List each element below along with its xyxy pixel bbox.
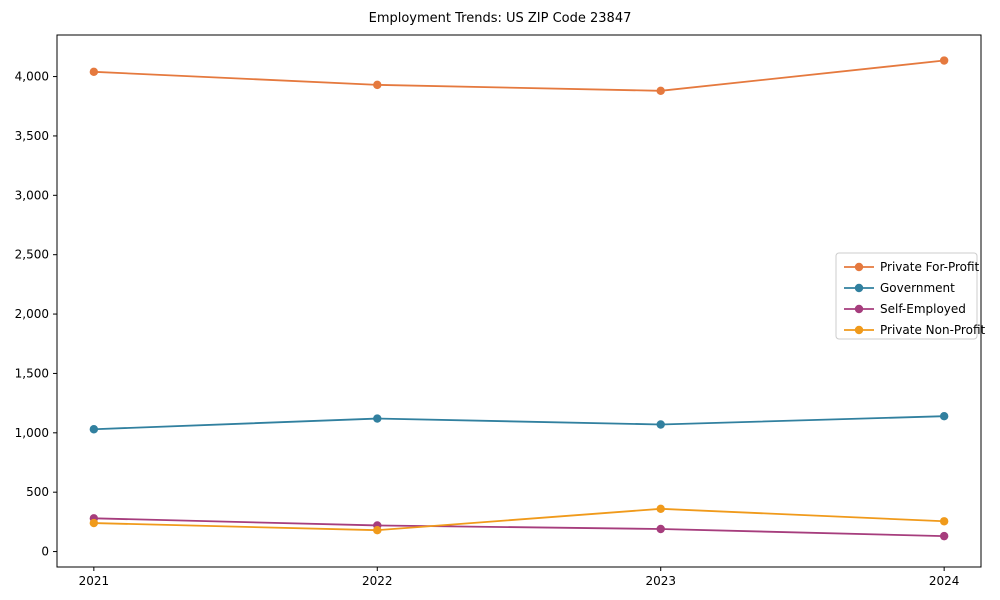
chart-title: Employment Trends: US ZIP Code 23847 (368, 11, 632, 26)
plot-border (56, 34, 982, 568)
data-point-marker (656, 504, 665, 514)
legend-label: Self-Employed (880, 302, 966, 316)
y-axis-tick-label: 2,500 (15, 248, 49, 262)
data-point-marker (939, 56, 949, 65)
y-axis-tick-label: 500 (26, 485, 49, 499)
data-point-marker (656, 524, 665, 534)
series-line-private-non-profit (93, 507, 945, 532)
data-point-marker (89, 67, 99, 77)
legend: Private For-Profit Government Self-Employe… (835, 252, 986, 340)
legend-marker (854, 325, 864, 335)
legend-item: Private Non-Profit (844, 323, 986, 337)
data-point-marker (89, 518, 99, 528)
legend-marker (854, 304, 864, 314)
legend-label: Government (880, 281, 955, 295)
x-axis-tick-label: 2022 (362, 574, 393, 588)
data-point-marker (373, 414, 382, 423)
y-axis-tick-label: 0 (41, 545, 49, 559)
y-axis-tick-label: 4,000 (15, 70, 49, 84)
y-axis-tick-label: 1,500 (15, 366, 49, 380)
data-point-marker (373, 80, 382, 90)
series-line-private-for-profit (93, 59, 945, 92)
legend-item: Self-Employed (844, 302, 966, 316)
y-axis-tick-label: 1,000 (15, 426, 49, 440)
x-axis-tick-label: 2023 (645, 574, 676, 588)
x-axis-tick-label: 2024 (929, 574, 960, 588)
data-point-marker (939, 531, 949, 541)
series-line-government (93, 415, 945, 431)
legend-label: Private Non-Profit (880, 323, 986, 337)
x-axis-tick-label: 2021 (79, 574, 110, 588)
legend-frame (835, 252, 978, 340)
data-point-marker (89, 425, 99, 434)
legend-marker (854, 262, 864, 272)
y-axis-tick-label: 2,000 (15, 307, 49, 321)
y-axis-tick-label: 3,500 (15, 129, 49, 143)
data-point-marker (939, 517, 949, 526)
legend-label: Private For-Profit (880, 260, 980, 274)
data-point-marker (939, 411, 949, 421)
legend-item: Private For-Profit (844, 260, 980, 274)
data-point-marker (656, 420, 665, 429)
series-line-self-employed (93, 517, 945, 538)
data-point-marker (656, 86, 665, 96)
y-axis-tick-label: 3,000 (15, 188, 49, 202)
legend-item: Government (844, 281, 955, 295)
data-point-marker (373, 525, 382, 535)
legend-marker (854, 283, 864, 293)
